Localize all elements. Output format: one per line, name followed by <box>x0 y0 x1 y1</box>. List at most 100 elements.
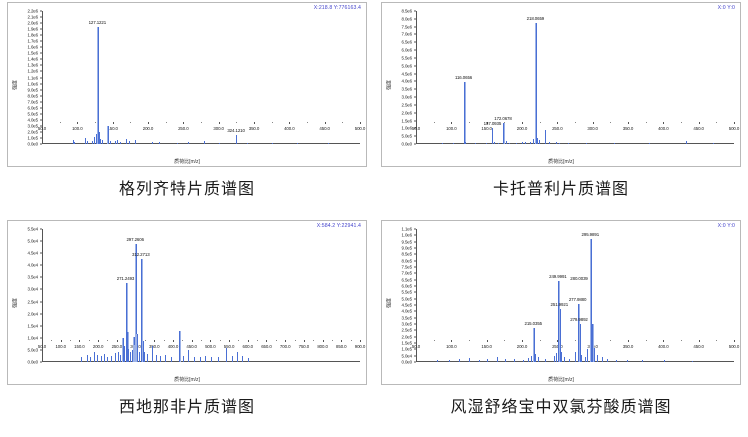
y-tick-label: 7.0e5 <box>401 270 413 276</box>
y-tick-mark <box>414 342 416 344</box>
spectrum-peak <box>100 138 102 144</box>
x-tick-label: 250.0 <box>178 126 189 131</box>
peak-annotation-label: 271.2493 <box>116 276 135 282</box>
x-minor-tick-mark <box>88 340 90 341</box>
y-tick-label: 1.0e6 <box>27 81 39 87</box>
y-axis-line-1 <box>416 11 417 144</box>
y-axis-line-0 <box>42 11 43 144</box>
x-tick-label: 600.0 <box>242 344 254 349</box>
y-tick-label: 4.0e6 <box>401 78 413 84</box>
x-tick-label: 450.0 <box>186 344 197 349</box>
spectrum-peak-core <box>136 334 138 362</box>
y-tick-mark <box>414 104 416 106</box>
spectrum-peak <box>138 352 140 362</box>
spectrum-peak <box>601 356 603 362</box>
spectrum-peak <box>533 138 535 144</box>
x-minor-tick-mark <box>433 340 435 341</box>
spectrum-peak-core <box>503 122 505 144</box>
x-minor-tick-mark <box>165 122 167 123</box>
y-tick-mark <box>40 119 42 121</box>
y-tick-mark <box>414 348 416 350</box>
x-tick-label: 500.0 <box>354 126 366 131</box>
x-tick-mark <box>522 122 523 124</box>
x-tick-label: 350.0 <box>622 126 634 131</box>
spectrum-panel-3[interactable]: X:0 Y:0 强度 质荷比[m/z] 0.0e0 5.0e4 1.0e5 1.5e5… <box>381 220 741 385</box>
y-tick-mark <box>414 260 416 262</box>
peak-annotation-label: 277.9880 <box>568 296 587 302</box>
spectrum-peak <box>614 143 616 144</box>
spectrum-peak <box>616 359 618 362</box>
spectrum-peak <box>436 359 438 362</box>
x-axis-label-3: 质荷比[m/z] <box>548 377 574 383</box>
spectrum-peak <box>129 352 131 362</box>
x-tick-label: 100.0 <box>446 126 457 131</box>
spectrum-peak <box>531 355 533 362</box>
x-tick-mark <box>77 122 79 124</box>
spectrum-peak <box>712 143 714 144</box>
spectrum-peak <box>469 357 471 362</box>
x-minor-tick-mark <box>294 340 296 341</box>
x-tick-label: 200.0 <box>516 344 528 349</box>
y-tick-mark <box>414 112 416 114</box>
y-tick-label: 5.5e4 <box>27 226 39 232</box>
spectrum-peak <box>182 355 184 362</box>
x-minor-tick-mark <box>342 122 344 123</box>
x-minor-tick-mark <box>144 340 146 341</box>
y-tick-label: 3.0e6 <box>401 94 413 100</box>
spectrum-peak <box>642 360 644 362</box>
x-tick-mark <box>592 122 594 124</box>
x-tick-label: 700.0 <box>279 344 291 349</box>
y-tick-label: 2.1e6 <box>27 14 39 20</box>
plot-area-2: 271.2493 297.2606 312.2713 <box>43 229 360 362</box>
y-tick-label: 0.0e0 <box>401 359 413 365</box>
spectrum-peak <box>210 357 212 362</box>
peak-annotation-label: 218.0659 <box>526 15 545 21</box>
spectrum-peak <box>147 353 149 362</box>
spectrum-peak <box>492 128 494 144</box>
spectrum-peak <box>134 140 136 144</box>
y-tick-label: 2.0e6 <box>401 110 413 116</box>
spectrum-peak <box>137 349 139 362</box>
spectrum-peak <box>555 352 557 362</box>
x-tick-mark <box>451 122 453 124</box>
spectrum-peak <box>74 141 76 144</box>
spectrum-peak-core <box>535 22 537 144</box>
x-tick-mark <box>148 122 149 124</box>
y-tick-mark <box>414 310 416 312</box>
y-axis-line-2 <box>42 229 43 362</box>
spectrum-peak <box>522 359 524 362</box>
spectrum-peak <box>574 351 576 362</box>
x-tick-mark <box>734 122 735 124</box>
y-tick-label: 1.9e6 <box>27 26 39 32</box>
spectrum-panel-2[interactable]: X:584.2 Y:22941.4 强度 质荷比[m/z] 0.0e0 5.0e3… <box>7 220 367 385</box>
y-tick-mark <box>40 325 42 327</box>
x-minor-tick-mark <box>59 122 61 123</box>
y-tick-label: 7.5e5 <box>401 264 413 270</box>
y-tick-mark <box>40 143 42 145</box>
spectrum-panel-1[interactable]: X:0 Y:0 强度 质荷比[m/z] 0.0e0 5.0e5 1.0e6 1.5e6… <box>381 2 741 167</box>
y-tick-label: 4.5e5 <box>401 302 413 308</box>
x-tick-label: 550.0 <box>223 344 235 349</box>
x-tick-mark <box>229 340 231 342</box>
y-tick-mark <box>40 301 42 303</box>
spectrum-peak <box>128 348 130 362</box>
x-tick-mark <box>210 340 212 342</box>
x-tick-mark <box>247 340 249 342</box>
spectrum-peak <box>152 142 154 144</box>
x-minor-tick-mark <box>504 340 506 341</box>
x-tick-label: 350.0 <box>248 126 260 131</box>
spectrum-peak <box>581 355 583 362</box>
y-tick-label: 8.0e5 <box>27 93 39 99</box>
x-tick-mark <box>218 122 220 124</box>
spectrum-peak <box>188 350 190 362</box>
spectrum-panel-0[interactable]: X:218.8 Y:776163.4 强度 质荷比[m/z] 0.0e0 1.0e… <box>7 2 367 167</box>
spectrum-peak <box>478 359 480 362</box>
y-tick-label: 4.5e4 <box>27 250 39 256</box>
x-tick-mark <box>734 340 735 342</box>
spectrum-peak <box>247 142 249 144</box>
spectrum-peak <box>296 142 298 144</box>
x-minor-tick-mark <box>469 340 470 341</box>
y-tick-mark <box>40 131 42 133</box>
y-tick-mark <box>40 125 42 127</box>
x-tick-label: 450.0 <box>693 126 704 131</box>
